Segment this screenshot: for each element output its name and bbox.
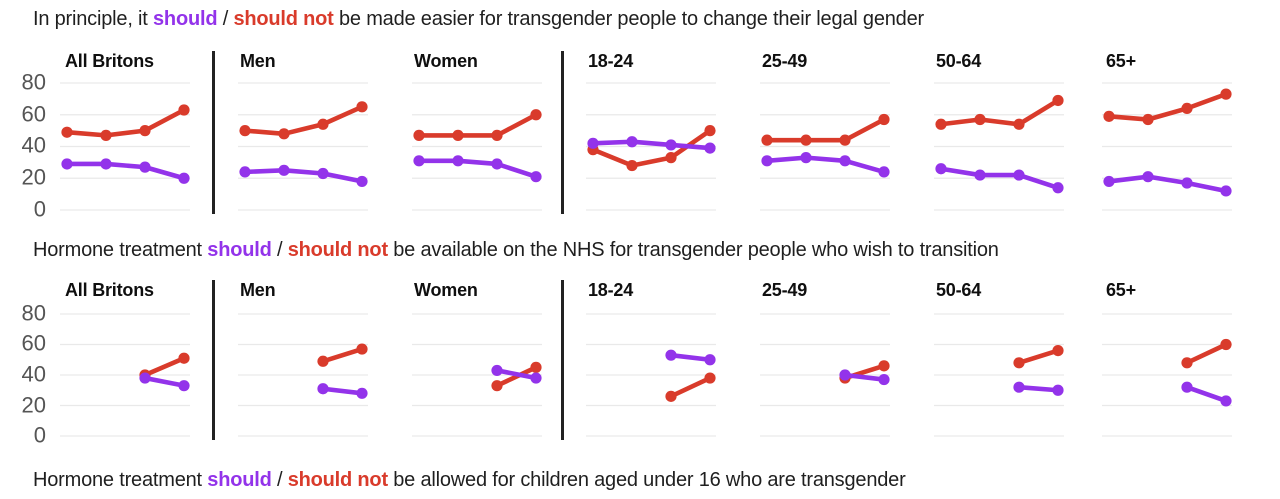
line-chart-legal-25-49 xyxy=(760,82,890,211)
title-suffix: be made easier for transgender people to… xyxy=(333,8,924,30)
line-chart-nhs-men xyxy=(238,313,368,437)
y-tick-0: 0 xyxy=(33,422,46,448)
panel-header-65plus: 65+ xyxy=(1106,51,1136,71)
panel-header-women: Women xyxy=(414,51,478,71)
y-tick-40: 40 xyxy=(21,361,46,387)
title-should-word: should xyxy=(207,239,272,261)
title-should-word: should xyxy=(207,469,272,491)
panel-header-all-britons: All Britons xyxy=(65,51,154,71)
divider-age-group xyxy=(561,280,564,440)
divider-gender-group xyxy=(212,51,215,214)
line-chart-legal-all-britons xyxy=(60,82,190,211)
line-chart-nhs-25-49 xyxy=(760,313,890,437)
y-tick-60: 60 xyxy=(21,101,46,127)
panel-header-25-49: 25-49 xyxy=(762,280,808,300)
title-should-word: should xyxy=(153,8,218,30)
panel-header-25-49: 25-49 xyxy=(762,51,808,71)
panel-header-65plus: 65+ xyxy=(1106,280,1136,300)
chart-title-legal-gender: In principle, it should / should not be … xyxy=(33,8,924,31)
line-chart-legal-50-64 xyxy=(934,82,1064,211)
line-chart-legal-18-24 xyxy=(586,82,716,211)
line-chart-nhs-50-64 xyxy=(934,313,1064,437)
title-prefix: In principle, it xyxy=(33,8,153,30)
title-prefix: Hormone treatment xyxy=(33,239,208,261)
y-tick-80: 80 xyxy=(21,300,46,326)
line-chart-legal-men xyxy=(238,82,368,211)
line-chart-nhs-women xyxy=(412,313,542,437)
divider-age-group xyxy=(561,51,564,214)
y-tick-80: 80 xyxy=(21,69,46,95)
title-suffix: be allowed for children aged under 16 wh… xyxy=(387,469,906,491)
chart-title-hormone-nhs: Hormone treatment should / should not be… xyxy=(33,239,999,262)
y-tick-60: 60 xyxy=(21,330,46,356)
line-chart-nhs-18-24 xyxy=(586,313,716,437)
line-chart-legal-women xyxy=(412,82,542,211)
line-chart-legal-65plus xyxy=(1102,82,1232,211)
y-tick-20: 20 xyxy=(21,164,46,190)
title-should-not-word: should not xyxy=(233,8,334,30)
line-chart-nhs-all-britons xyxy=(60,313,190,437)
line-chart-nhs-65plus xyxy=(1102,313,1232,437)
panel-header-men: Men xyxy=(240,280,276,300)
title-slash: / xyxy=(271,469,288,491)
y-tick-40: 40 xyxy=(21,132,46,158)
panel-header-18-24: 18-24 xyxy=(588,51,634,71)
title-should-not-word: should not xyxy=(287,239,388,261)
chart-title-hormone-children: Hormone treatment should / should not be… xyxy=(33,469,906,492)
panel-header-women: Women xyxy=(414,280,478,300)
panel-header-50-64: 50-64 xyxy=(936,280,982,300)
title-should-not-word: should not xyxy=(287,469,388,491)
divider-gender-group xyxy=(212,280,215,440)
y-tick-0: 0 xyxy=(33,196,46,222)
panel-header-50-64: 50-64 xyxy=(936,51,982,71)
panel-header-all-britons: All Britons xyxy=(65,280,154,300)
title-slash: / xyxy=(217,8,234,30)
title-prefix: Hormone treatment xyxy=(33,469,208,491)
y-tick-20: 20 xyxy=(21,392,46,418)
panel-header-men: Men xyxy=(240,51,276,71)
title-suffix: be available on the NHS for transgender … xyxy=(387,239,999,261)
panel-header-18-24: 18-24 xyxy=(588,280,634,300)
title-slash: / xyxy=(271,239,288,261)
